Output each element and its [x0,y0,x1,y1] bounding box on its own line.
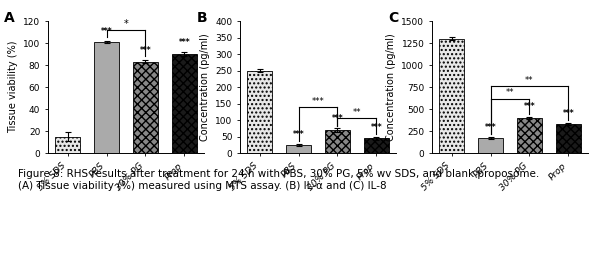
Bar [247,70,272,153]
Text: ***: *** [562,109,574,118]
Y-axis label: Concentration (pg/ml): Concentration (pg/ml) [386,33,396,141]
Bar [364,138,389,153]
Bar [439,39,464,153]
Text: **: ** [506,88,514,97]
Text: ***: *** [101,27,112,36]
Text: **: ** [525,76,533,85]
Text: ***: *** [332,114,343,123]
Text: *: * [124,18,128,29]
Bar [556,124,581,153]
Y-axis label: Tissue viability (%): Tissue viability (%) [8,41,17,133]
Bar [286,145,311,153]
Text: A: A [4,11,15,25]
Bar [517,118,542,153]
Bar [94,42,119,153]
Bar [133,62,158,153]
Text: ***: *** [485,122,496,131]
Text: **: ** [353,108,361,117]
Text: ***: *** [293,130,304,139]
Text: C: C [388,11,398,25]
Text: ***: *** [178,38,190,47]
Text: ***: *** [311,97,325,106]
Text: ***: *** [140,46,151,55]
Bar [172,54,197,153]
Text: ***: *** [524,102,535,111]
Text: ***: *** [370,123,382,132]
Bar [325,130,350,153]
Bar [55,137,80,153]
Text: Figure 8: RHS results after treatment for 24 h with PBS, 30% PG, 5% wv SDS, and : Figure 8: RHS results after treatment fo… [18,169,539,191]
Y-axis label: Concentration (pg/ml): Concentration (pg/ml) [200,33,209,141]
Bar [478,138,503,153]
Text: B: B [196,11,207,25]
